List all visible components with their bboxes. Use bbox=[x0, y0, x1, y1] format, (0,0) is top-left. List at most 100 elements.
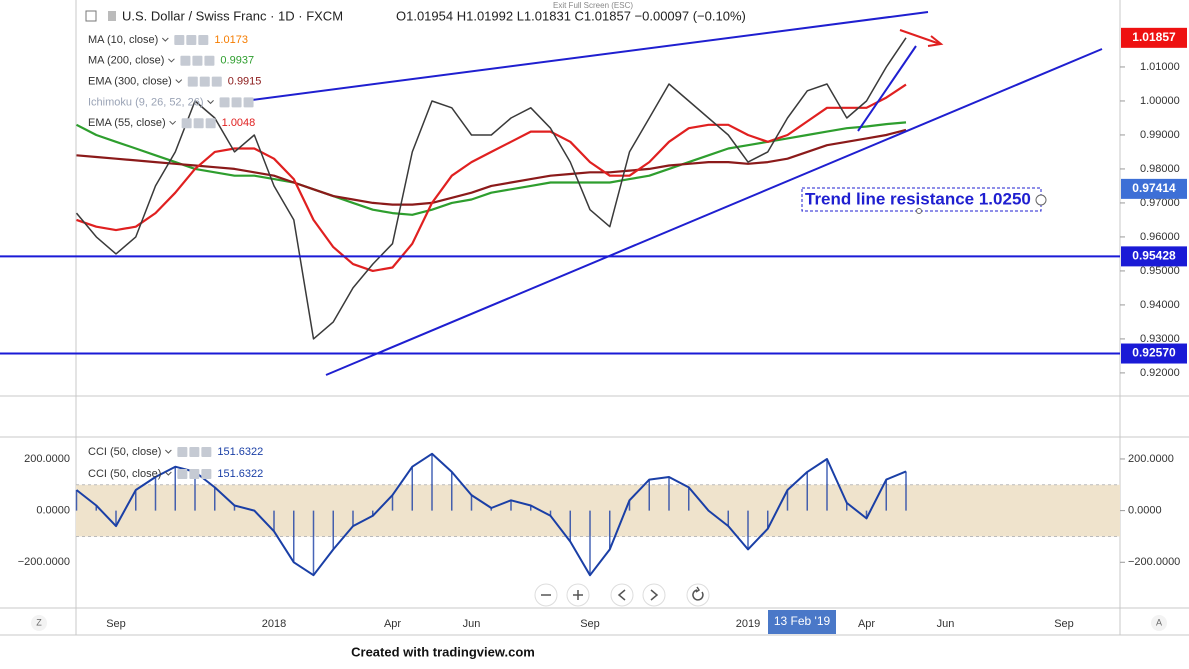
scroll-left-button[interactable] bbox=[610, 583, 634, 607]
y-tick-label: 0.93000 bbox=[1140, 333, 1180, 345]
legend-icon bbox=[177, 469, 188, 479]
legend-caret bbox=[165, 449, 172, 454]
x-tick-label: Sep bbox=[1054, 618, 1074, 630]
legend-label: EMA (55, close) bbox=[88, 117, 166, 129]
legend-icon bbox=[181, 118, 192, 129]
legend-icon bbox=[205, 118, 216, 129]
zoom-label: Z bbox=[36, 617, 42, 627]
icon bbox=[692, 586, 704, 601]
y-tick-label: 0.97000 bbox=[1140, 197, 1180, 209]
trend-line bbox=[243, 11, 929, 102]
crosshair-date-box bbox=[768, 610, 836, 634]
icon bbox=[650, 589, 659, 601]
legend-value: 0.9915 bbox=[228, 76, 262, 88]
scroll-right-button[interactable] bbox=[642, 583, 666, 607]
x-tick-label: Jun bbox=[937, 618, 955, 630]
y-tick-label: 0.0000 bbox=[36, 505, 70, 517]
annotation-anchor bbox=[916, 208, 922, 214]
price-label-box bbox=[1121, 178, 1187, 199]
zoom-controls bbox=[534, 583, 710, 607]
price-label-box bbox=[1121, 27, 1187, 48]
price-label: 0.92570 bbox=[1132, 346, 1176, 360]
y-tick-label: 0.99000 bbox=[1140, 129, 1180, 141]
legend-caret bbox=[165, 471, 172, 476]
legend-icon bbox=[243, 97, 254, 108]
arrow-head bbox=[927, 35, 944, 47]
cci-band-group bbox=[76, 484, 1120, 537]
legend-icon bbox=[187, 76, 198, 87]
legend-icon bbox=[193, 118, 204, 129]
legend-value: 0.9937 bbox=[220, 55, 254, 67]
legend-icon bbox=[219, 97, 230, 108]
y-tick-label: 200.0000 bbox=[24, 453, 70, 465]
legend-icon bbox=[189, 469, 200, 479]
y-tick-label: −200.0000 bbox=[1128, 556, 1180, 568]
x-tick-label: Jun bbox=[463, 618, 481, 630]
legend-icon bbox=[201, 469, 212, 479]
exit-fullscreen[interactable]: Exit Full Screen (ESC) bbox=[553, 1, 633, 10]
collapse-icon[interactable] bbox=[85, 10, 97, 22]
legend-label: CCI (50, close) bbox=[88, 468, 161, 480]
cci-band bbox=[76, 484, 1120, 537]
legend-label: EMA (300, close) bbox=[88, 76, 172, 88]
legend-icon bbox=[198, 35, 209, 45]
legend-icon bbox=[201, 447, 212, 457]
legend-caret bbox=[168, 58, 175, 63]
y-tick-label: 0.94000 bbox=[1140, 299, 1180, 311]
plot-group bbox=[75, 37, 907, 577]
legend-label: MA (200, close) bbox=[88, 55, 164, 67]
legend-value: 1.0048 bbox=[222, 117, 256, 129]
legend-icon bbox=[174, 35, 185, 45]
crosshair-date: 13 Feb '19 bbox=[774, 614, 831, 628]
legend-label: CCI (50, close) bbox=[88, 446, 161, 458]
cci-line bbox=[75, 452, 907, 577]
legend-icon bbox=[199, 76, 210, 87]
y-tick-label: 200.0000 bbox=[1128, 453, 1174, 465]
annotation-handle bbox=[1035, 194, 1047, 206]
y-tick-label: 0.98000 bbox=[1140, 163, 1180, 175]
price-line bbox=[75, 37, 907, 340]
trend-line bbox=[857, 45, 917, 132]
legend-icon bbox=[189, 447, 200, 457]
y-tick-label: 1.00000 bbox=[1140, 95, 1180, 107]
legend-caret bbox=[161, 37, 169, 42]
arrow-line bbox=[899, 29, 941, 45]
x-tick-label: 2019 bbox=[736, 618, 760, 630]
legend-caret bbox=[169, 120, 176, 125]
indicator-line bbox=[76, 83, 907, 272]
symbol-icon bbox=[108, 11, 116, 21]
price-label: 1.01857 bbox=[1132, 30, 1176, 44]
y-tick-label: 0.0000 bbox=[1128, 505, 1162, 517]
legend-label: MA (10, close) bbox=[88, 34, 158, 46]
legend-value: 1.0173 bbox=[214, 34, 248, 46]
annotation: Trend line resistance 1.0250 bbox=[805, 189, 1031, 208]
chart-title: U.S. Dollar / Swiss Franc · 1D · FXCM bbox=[122, 8, 343, 23]
legend-caret bbox=[175, 79, 183, 84]
legend-caret bbox=[207, 100, 214, 105]
legend-value: 151.6322 bbox=[217, 468, 263, 480]
x-tick-label: Apr bbox=[858, 618, 875, 630]
legend-icon bbox=[177, 447, 188, 457]
legend-icon bbox=[180, 55, 191, 66]
legend-icon bbox=[186, 35, 197, 45]
reset-button[interactable] bbox=[686, 583, 710, 607]
legend-icon bbox=[231, 97, 242, 108]
ohlc: O1.01954 H1.01992 L1.01831 C1.01857 −0.0… bbox=[396, 8, 746, 23]
y-tick-label: 0.95000 bbox=[1140, 265, 1180, 277]
price-label-box bbox=[1121, 246, 1187, 267]
auto-button[interactable] bbox=[1151, 615, 1167, 631]
auto-label: A bbox=[1156, 617, 1162, 627]
zoom-button[interactable] bbox=[31, 615, 47, 631]
price-label: 0.95428 bbox=[1132, 249, 1176, 263]
price-label-box bbox=[1121, 343, 1187, 364]
icon bbox=[573, 590, 583, 600]
legend-icon bbox=[211, 76, 222, 87]
y-tick-label: 0.92000 bbox=[1140, 367, 1180, 379]
price-label: 0.97414 bbox=[1132, 181, 1176, 195]
indicator-line bbox=[76, 128, 907, 206]
x-tick-label: Sep bbox=[106, 618, 126, 630]
x-tick-label: 2018 bbox=[262, 618, 286, 630]
y-tick-label: 0.96000 bbox=[1140, 231, 1180, 243]
